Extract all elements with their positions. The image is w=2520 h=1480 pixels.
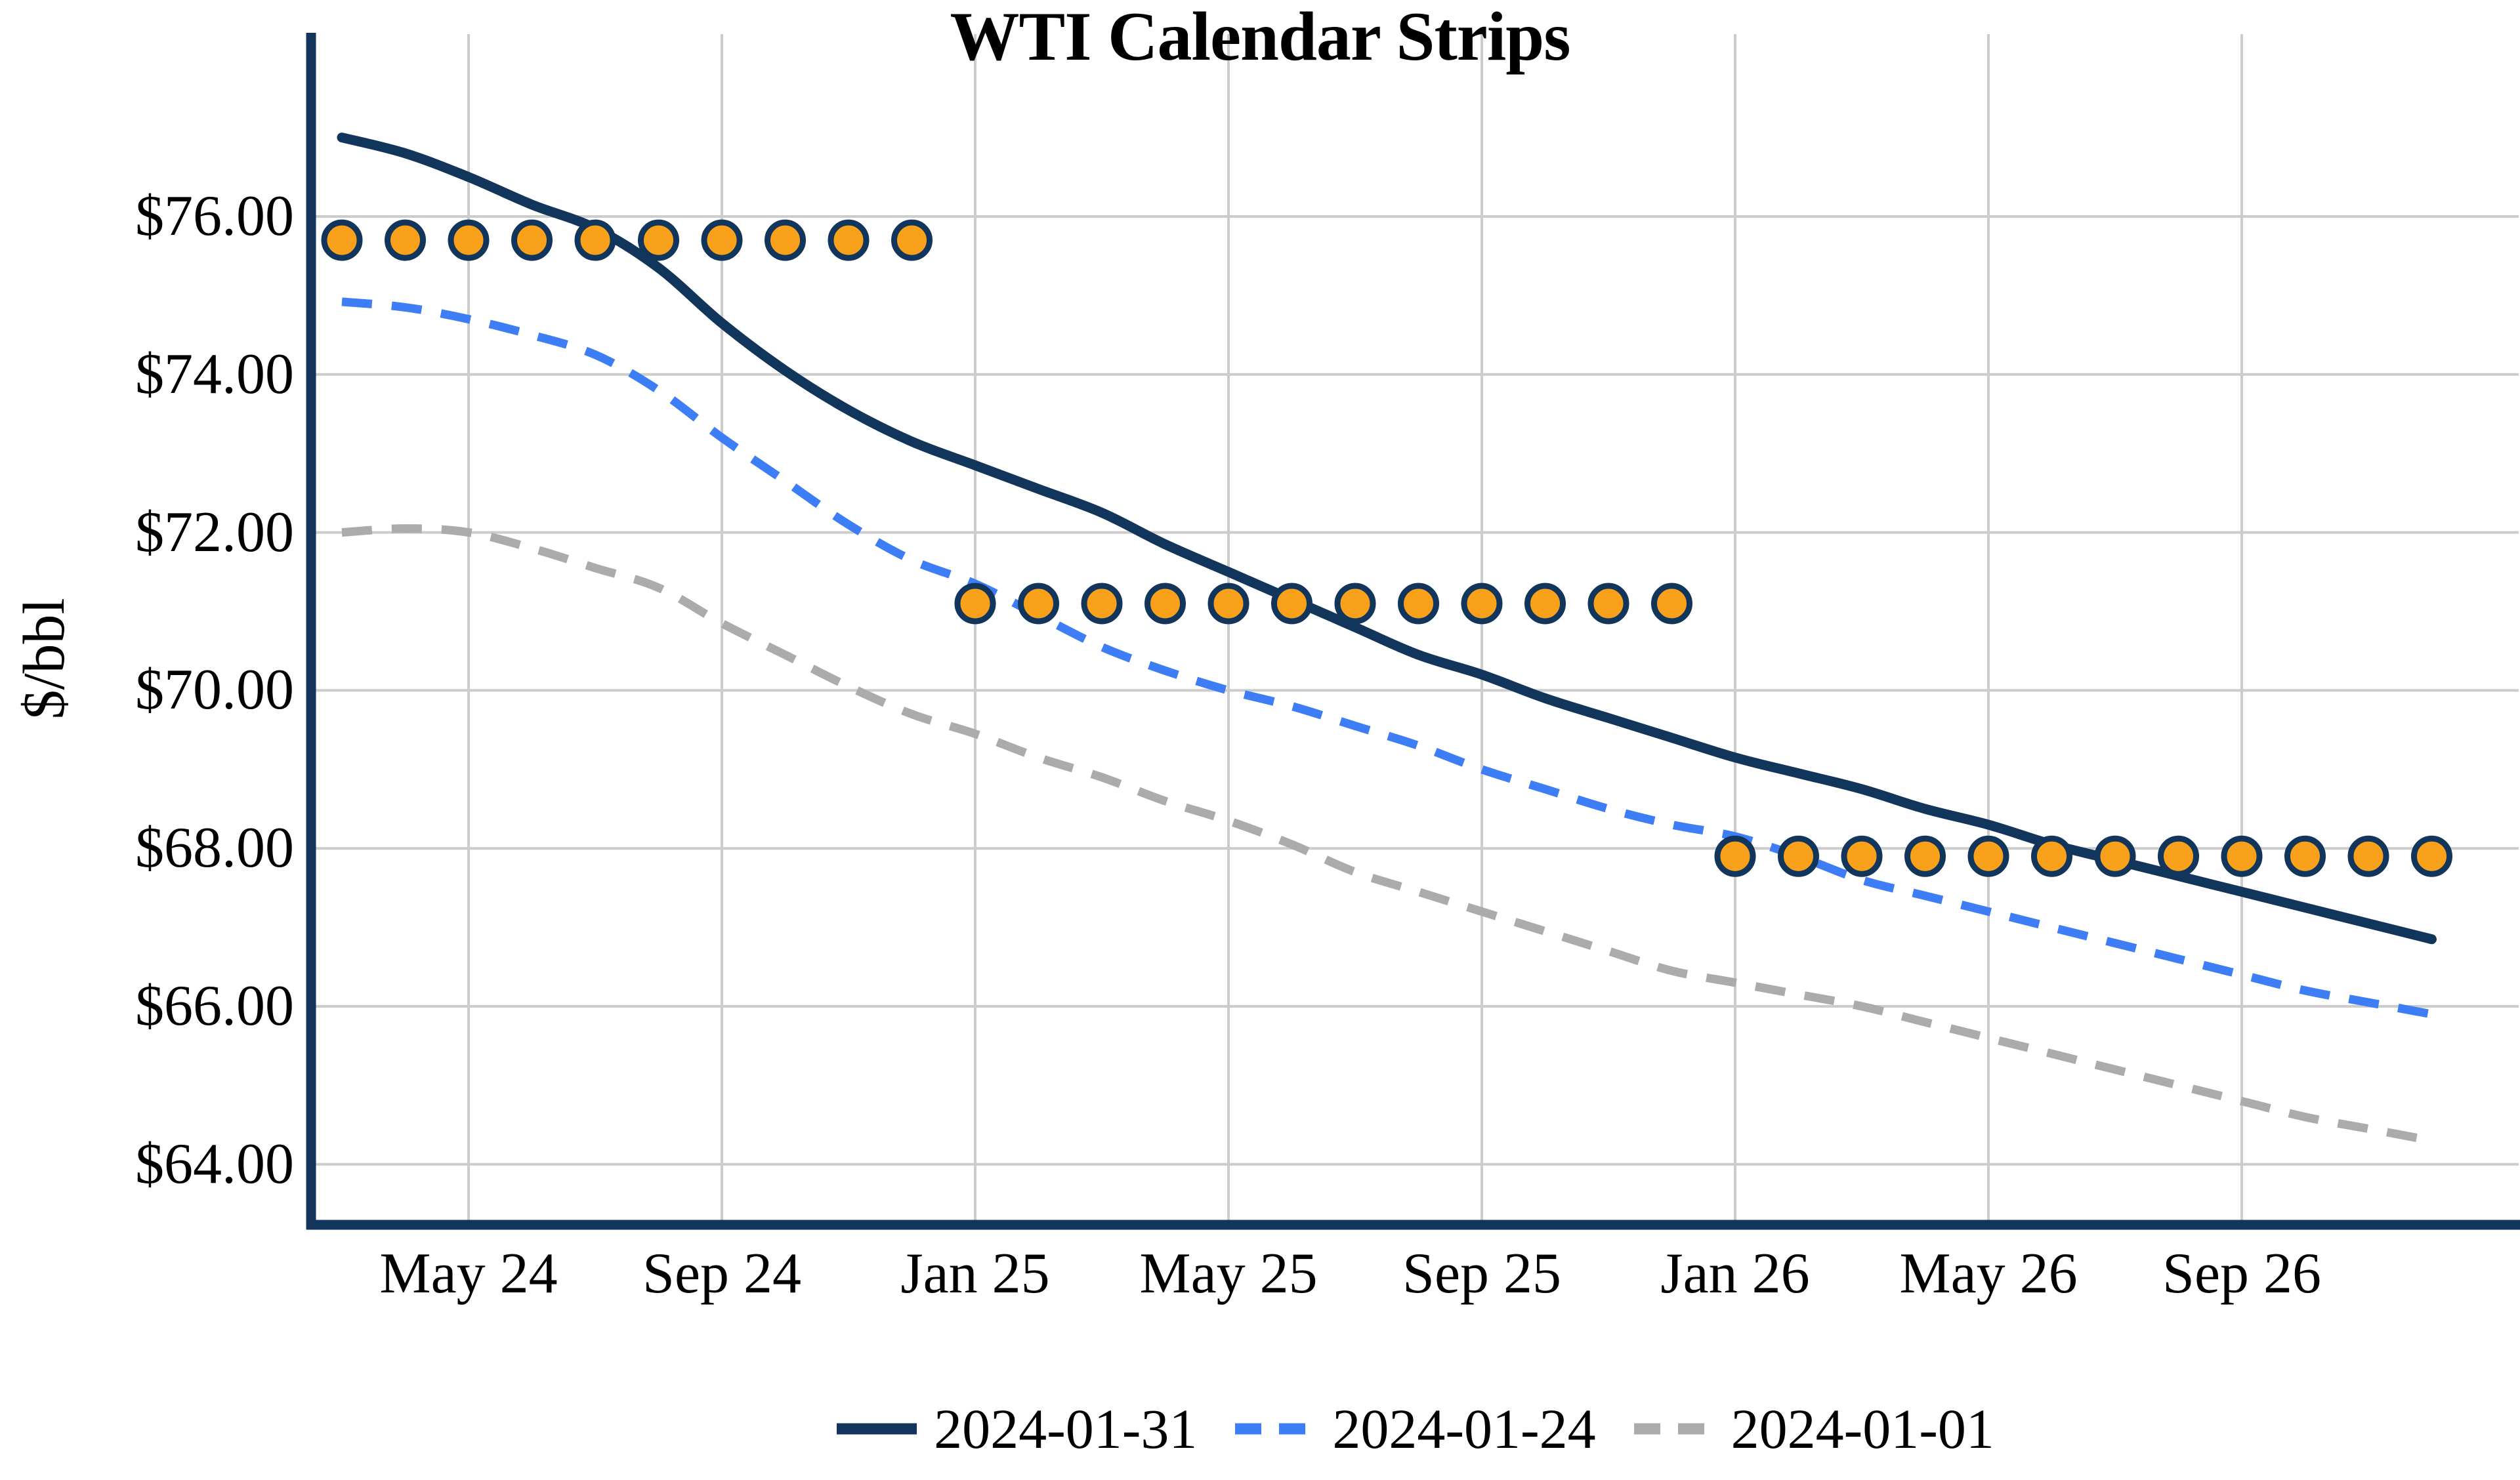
strip-dot-cal-2026: [1778, 835, 1819, 877]
strip-dot-cal-2024: [638, 219, 679, 261]
x-tick-label: Jan 25: [900, 1242, 1050, 1305]
strip-dot-cal-2026: [1841, 835, 1883, 877]
legend-item: 2024-01-01: [1633, 1401, 1994, 1457]
strip-dot-cal-2026: [2411, 835, 2452, 877]
strip-dot-cal-2025: [954, 583, 996, 625]
legend: 2024-01-31 2024-01-24 2024-01-01: [311, 1389, 2519, 1468]
series-line-2024-01-24: [341, 297, 2433, 1019]
legend-item: 2024-01-31: [835, 1401, 1197, 1457]
strip-dot-cal-2026: [2094, 835, 2136, 877]
strip-dot-cal-2025: [1208, 583, 1250, 625]
x-tick-label: May 26: [1899, 1242, 2078, 1305]
strip-dot-cal-2025: [1334, 583, 1376, 625]
y-tick-label: $70.00: [135, 658, 294, 722]
legend-item: 2024-01-24: [1234, 1397, 1596, 1460]
x-tick-label: Jan 26: [1660, 1242, 1810, 1305]
strip-dot-cal-2025: [1081, 583, 1123, 625]
strip-dot-cal-2025: [1587, 583, 1629, 625]
x-tick-label: Sep 26: [2162, 1242, 2321, 1305]
legend-label: 2024-01-01: [1731, 1397, 1994, 1460]
chart-title: WTI Calendar Strips: [950, 0, 1571, 75]
strip-dot-cal-2024: [385, 219, 426, 261]
strip-dot-cal-2025: [1651, 583, 1692, 625]
series-line-2024-01-01: [341, 524, 2433, 1145]
y-tick-label: $64.00: [135, 1132, 294, 1196]
strip-dot-cal-2025: [1461, 583, 1503, 625]
strip-dot-cal-2026: [1904, 835, 1946, 877]
strip-dot-cal-2025: [1144, 583, 1186, 625]
strip-dot-cal-2026: [1714, 835, 1756, 877]
x-tick-label: Sep 25: [1402, 1242, 1561, 1305]
strip-dot-cal-2026: [2347, 835, 2389, 877]
strip-dot-cal-2026: [1967, 835, 2009, 877]
strip-dot-cal-2024: [891, 219, 933, 261]
strip-dot-cal-2026: [2284, 835, 2326, 877]
strip-dot-cal-2024: [511, 219, 553, 261]
legend-label: 2024-01-24: [1332, 1397, 1596, 1460]
legend-dashed-line-swatch: [1235, 1423, 1316, 1435]
strip-dot-cal-2025: [1524, 583, 1566, 625]
strip-dot-cal-2024: [765, 219, 806, 261]
strip-dot-cal-2024: [828, 219, 870, 261]
x-tick-label: Sep 24: [642, 1242, 801, 1305]
y-tick-label: $76.00: [135, 184, 294, 248]
strip-dot-cal-2024: [574, 219, 616, 261]
strip-dot-cal-2024: [321, 219, 363, 261]
strip-dot-cal-2026: [2031, 835, 2072, 877]
y-tick-label: $74.00: [135, 342, 294, 406]
strip-dot-cal-2026: [2221, 835, 2263, 877]
legend-label: 2024-01-31: [934, 1397, 1198, 1460]
legend-solid-line-swatch: [837, 1423, 917, 1435]
strip-dot-cal-2025: [1398, 583, 1439, 625]
strip-dot-cal-2025: [1271, 583, 1312, 625]
strip-dot-cal-2024: [448, 219, 490, 261]
y-tick-label: $72.00: [135, 500, 294, 564]
y-axis-label: $/bbl: [12, 598, 77, 720]
y-tick-label: $68.00: [135, 816, 294, 880]
x-tick-label: May 25: [1139, 1242, 1318, 1305]
strip-dot-cal-2025: [1018, 583, 1059, 625]
strip-dot-cal-2024: [701, 219, 743, 261]
strip-dot-cal-2026: [2158, 835, 2199, 877]
y-tick-label: $66.00: [135, 974, 294, 1038]
x-tick-label: May 24: [379, 1242, 558, 1305]
legend-dashed-line-swatch: [1633, 1423, 1714, 1435]
